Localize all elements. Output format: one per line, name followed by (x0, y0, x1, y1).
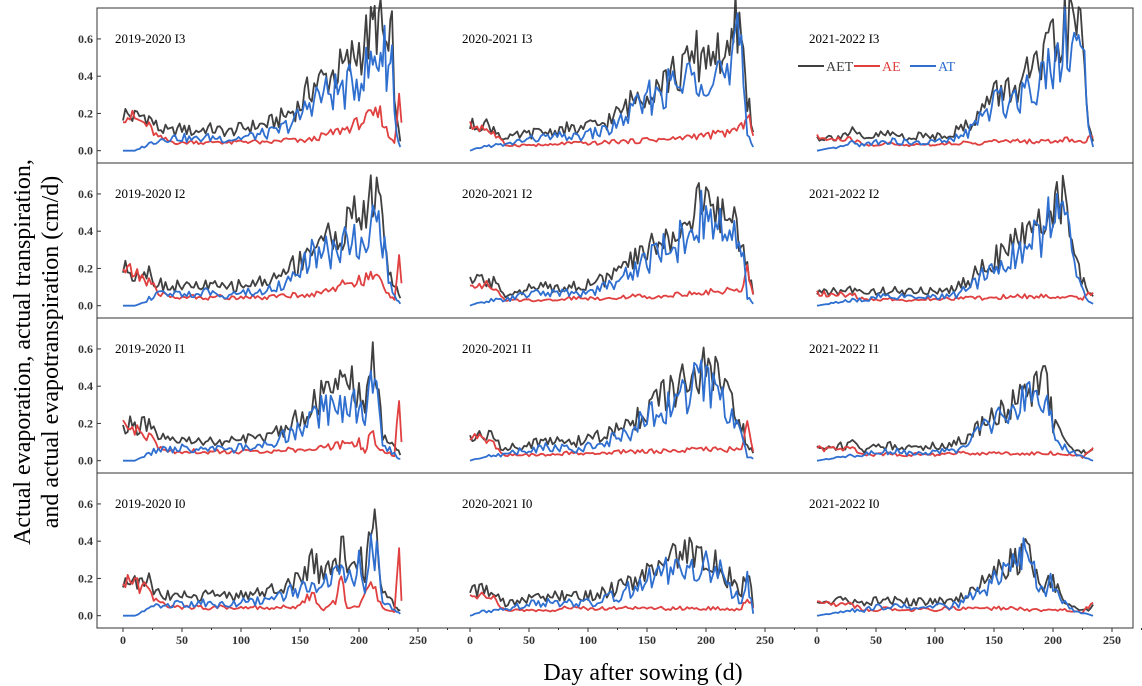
y-tick-label: 0.4 (78, 379, 93, 393)
y-tick-label: 0.4 (78, 69, 93, 83)
x-tick-label: 0 (467, 633, 473, 647)
y-tick-label: 0.6 (78, 342, 93, 356)
series-line-aet (469, 0, 755, 141)
series-line-at (123, 24, 402, 152)
series-line-aet (816, 538, 1094, 612)
x-tick-label: 50 (870, 633, 882, 647)
series-line-aet (469, 182, 755, 299)
y-tick-label: 0.2 (78, 416, 93, 430)
x-tick-label: 100 (232, 633, 250, 647)
y-tick-label: 0.4 (78, 534, 93, 548)
panel-2021-2022-I3: 2021-2022 I3 (809, 0, 1094, 152)
y-tick-label: 0.2 (78, 106, 93, 120)
legend-label-ae: AE (882, 60, 901, 75)
series-line-at (123, 369, 401, 462)
x-tick-label: 250 (1103, 633, 1121, 647)
y-tick-label: 0.2 (78, 261, 93, 275)
panel-title: 2019-2020 I0 (115, 496, 185, 511)
series-line-at (816, 192, 1094, 307)
series-line-ae (816, 600, 1094, 614)
panel-title: 2021-2022 I3 (809, 31, 879, 46)
x-tick-label: 150 (985, 633, 1003, 647)
series-line-at (469, 12, 755, 152)
legend-label-aet: AET (826, 60, 854, 75)
x-tick-label: 50 (523, 633, 535, 647)
series-line-at (469, 189, 754, 307)
panel-2021-2022-I1: 2021-2022 I1 (809, 341, 1094, 462)
y-tick-label: 0.0 (78, 454, 93, 468)
y-tick-label: 0.0 (78, 299, 93, 313)
series-line-ae (122, 254, 403, 301)
x-tick-label: 150 (638, 633, 656, 647)
y-tick-label: 0.6 (78, 32, 93, 46)
series-line-ae (469, 591, 755, 613)
panel-title: 2021-2022 I1 (809, 341, 879, 356)
panel-title: 2019-2020 I3 (115, 31, 185, 46)
x-tick-label: 50 (176, 633, 188, 647)
series-line-at (123, 533, 401, 617)
series-line-at (816, 381, 1094, 462)
series-line-ae (122, 400, 403, 458)
panel-title: 2019-2020 I1 (115, 341, 185, 356)
panel-title: 2019-2020 I2 (115, 186, 185, 201)
y-tick-label: 0.6 (78, 497, 93, 511)
series-line-aet (122, 0, 402, 142)
y-tick-label: 0.0 (78, 144, 93, 158)
series-line-ae (469, 420, 755, 458)
series-line-ae (469, 263, 755, 303)
series-line-aet (816, 365, 1094, 455)
series-line-at (469, 359, 754, 462)
x-tick-label: 0 (814, 633, 820, 647)
x-tick-label: 150 (291, 633, 309, 647)
y-tick-label: 0.4 (78, 224, 93, 238)
panel-2020-2021-I2: 2020-2021 I2 (462, 182, 755, 307)
x-tick-label: 200 (350, 633, 368, 647)
x-tick-label: 250 (409, 633, 427, 647)
panel-title: 2020-2021 I0 (462, 496, 532, 511)
y-axis-label-line-1: Actual evaporation, actual transpiration… (10, 159, 36, 545)
y-axis-label-line-2: and actual evapotranspiration (cm/d) (38, 176, 64, 529)
x-tick-label: 200 (697, 633, 715, 647)
series-line-ae (469, 114, 755, 148)
chart-panels: 2019-2020 I3 2020-2021 I3 2021-2022 I3 2019… (115, 0, 1094, 617)
series-line-at (123, 204, 402, 307)
panel-2020-2021-I3: 2020-2021 I3 (462, 0, 755, 152)
y-tick-label: 0.6 (78, 187, 93, 201)
panel-2021-2022-I2: 2021-2022 I2 (809, 174, 1094, 307)
panel-2019-2020-I3: 2019-2020 I3 (115, 0, 403, 152)
legend-label-at: AT (938, 60, 956, 75)
panel-2019-2020-I1: 2019-2020 I1 (115, 341, 403, 462)
x-axis: 0 50 100 150 200 250 0 50 100 150 200 250 0 50 100 150 2… (120, 628, 1142, 647)
y-tick-label: 0.0 (78, 609, 93, 623)
x-tick-label: 250 (756, 633, 774, 647)
series-line-at (816, 6, 1094, 152)
x-tick-label: 200 (1044, 633, 1062, 647)
series-line-at (816, 537, 1094, 617)
x-axis-label: Day after sowing (d) (543, 660, 742, 686)
x-tick-label: 100 (926, 633, 944, 647)
panel-title: 2020-2021 I1 (462, 341, 532, 356)
panel-title: 2021-2022 I2 (809, 186, 879, 201)
panel-2020-2021-I1: 2020-2021 I1 (462, 341, 755, 462)
series-line-aet (816, 0, 1094, 142)
series-line-aet (469, 536, 755, 609)
panel-title: 2020-2021 I3 (462, 31, 532, 46)
x-tick-label: 0 (120, 633, 126, 647)
panel-title: 2021-2022 I0 (809, 496, 879, 511)
x-tick-label: 100 (579, 633, 597, 647)
series-line-aet (122, 174, 402, 299)
panel-title: 2020-2021 I2 (462, 186, 532, 201)
chart-frame: 0.0 0.2 0.4 0.6 0.0 0.2 0.4 0.6 0.0 0.2 0.4 0.6 0.0 0… (78, 7, 1134, 629)
panel-2020-2021-I0: 2020-2021 I0 (462, 496, 755, 617)
panel-2019-2020-I2: 2019-2020 I2 (115, 174, 403, 307)
legend: AET AE AT (798, 60, 956, 75)
panel-2021-2022-I0: 2021-2022 I0 (809, 496, 1094, 617)
panel-2019-2020-I0: 2019-2020 I0 (115, 496, 403, 617)
y-tick-label: 0.2 (78, 571, 93, 585)
series-line-at (469, 550, 755, 617)
